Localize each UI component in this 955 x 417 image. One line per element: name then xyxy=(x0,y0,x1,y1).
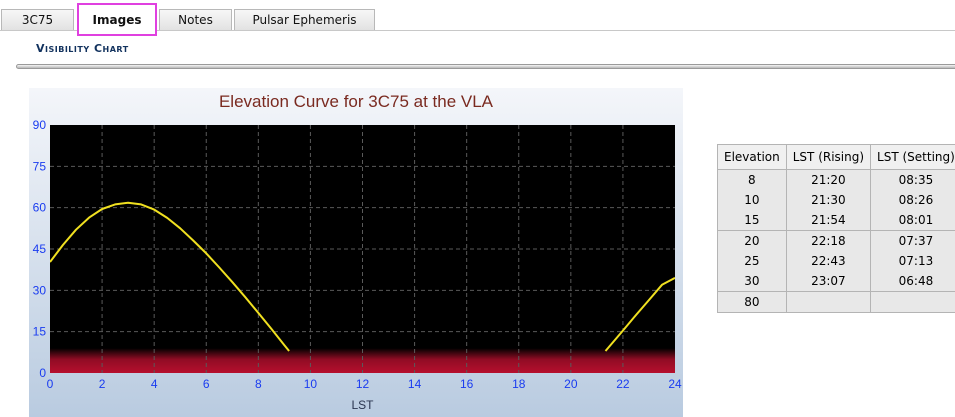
x-tick-label: 24 xyxy=(668,377,682,391)
x-tick-label: 4 xyxy=(151,377,158,391)
cell-lst-setting: 08:26 xyxy=(870,190,955,210)
x-tick-label: 18 xyxy=(512,377,526,391)
cell-elevation: 20 xyxy=(717,230,787,251)
table-row: 10 21:30 08:26 xyxy=(717,190,955,210)
x-tick-label: 6 xyxy=(203,377,210,391)
y-tick-label: 15 xyxy=(33,325,47,339)
y-tick-label: 45 xyxy=(33,242,47,256)
tab-bar: 3C75 Images Notes Pulsar Ephemeris xyxy=(0,0,955,36)
header-lst-rising: LST (Rising) xyxy=(785,144,872,170)
cell-lst-setting: 06:48 xyxy=(870,271,955,292)
cell-elevation: 10 xyxy=(717,190,787,210)
cell-lst-rising: 23:07 xyxy=(785,271,872,292)
y-tick-label: 60 xyxy=(33,201,47,215)
section-title: Visibility Chart xyxy=(36,42,129,55)
cell-lst-rising: 21:20 xyxy=(785,169,872,190)
table-row: 30 23:07 06:48 xyxy=(717,271,955,292)
cell-lst-setting: 07:37 xyxy=(870,230,955,251)
tab-3c75[interactable]: 3C75 xyxy=(1,9,74,30)
table-row: 15 21:54 08:01 xyxy=(717,210,955,231)
cell-elevation: 80 xyxy=(717,291,787,313)
x-tick-label: 8 xyxy=(255,377,262,391)
tab-images[interactable]: Images xyxy=(77,3,157,36)
x-axis-label: LST xyxy=(351,398,374,412)
x-tick-label: 20 xyxy=(564,377,578,391)
visibility-table: Elevation LST (Rising) LST (Setting) 8 2… xyxy=(717,144,955,313)
table-row: 80 xyxy=(717,291,955,313)
chart-svg: Elevation Curve for 3C75 at the VLA 0 15 3… xyxy=(29,88,683,417)
cell-lst-setting: 08:01 xyxy=(870,210,955,231)
header-elevation: Elevation xyxy=(717,144,787,170)
cell-elevation: 25 xyxy=(717,251,787,271)
x-tick-label: 16 xyxy=(460,377,474,391)
table-row: 25 22:43 07:13 xyxy=(717,251,955,271)
tab-pulsar-ephemeris[interactable]: Pulsar Ephemeris xyxy=(234,9,375,30)
x-tick-label: 2 xyxy=(99,377,106,391)
y-tick-label: 30 xyxy=(33,283,47,297)
tab-bar-divider xyxy=(0,30,955,31)
cell-lst-rising: 21:54 xyxy=(785,210,872,231)
cell-elevation: 15 xyxy=(717,210,787,231)
chart-title: Elevation Curve for 3C75 at the VLA xyxy=(219,92,494,111)
y-tick-label: 0 xyxy=(39,366,46,380)
x-tick-label: 14 xyxy=(408,377,422,391)
cell-elevation: 30 xyxy=(717,271,787,292)
cell-lst-rising: 22:18 xyxy=(785,230,872,251)
y-tick-label: 75 xyxy=(33,159,47,173)
table-row: 8 21:20 08:35 xyxy=(717,169,955,190)
table-header-row: Elevation LST (Rising) LST (Setting) xyxy=(717,144,955,170)
x-tick-label: 10 xyxy=(304,377,318,391)
elevation-chart: Elevation Curve for 3C75 at the VLA 0 15 3… xyxy=(29,88,683,417)
cell-lst-setting: 08:35 xyxy=(870,169,955,190)
series-line-rising-to-setting xyxy=(50,201,290,352)
cell-lst-rising: 21:30 xyxy=(785,190,872,210)
cell-lst-rising: 22:43 xyxy=(785,251,872,271)
cell-lst-setting: 07:13 xyxy=(870,251,955,271)
cell-lst-rising xyxy=(785,291,872,313)
tab-notes[interactable]: Notes xyxy=(159,9,232,30)
x-tick-label: 0 xyxy=(47,377,54,391)
table-row: 20 22:18 07:37 xyxy=(717,230,955,251)
y-tick-label: 90 xyxy=(33,118,47,132)
header-lst-setting: LST (Setting) xyxy=(870,144,955,170)
series-line-rising xyxy=(604,277,675,352)
cell-lst-setting xyxy=(870,291,955,313)
x-tick-label: 22 xyxy=(616,377,630,391)
section-divider xyxy=(16,64,955,69)
x-tick-label: 12 xyxy=(356,377,370,391)
cell-elevation: 8 xyxy=(717,169,787,190)
